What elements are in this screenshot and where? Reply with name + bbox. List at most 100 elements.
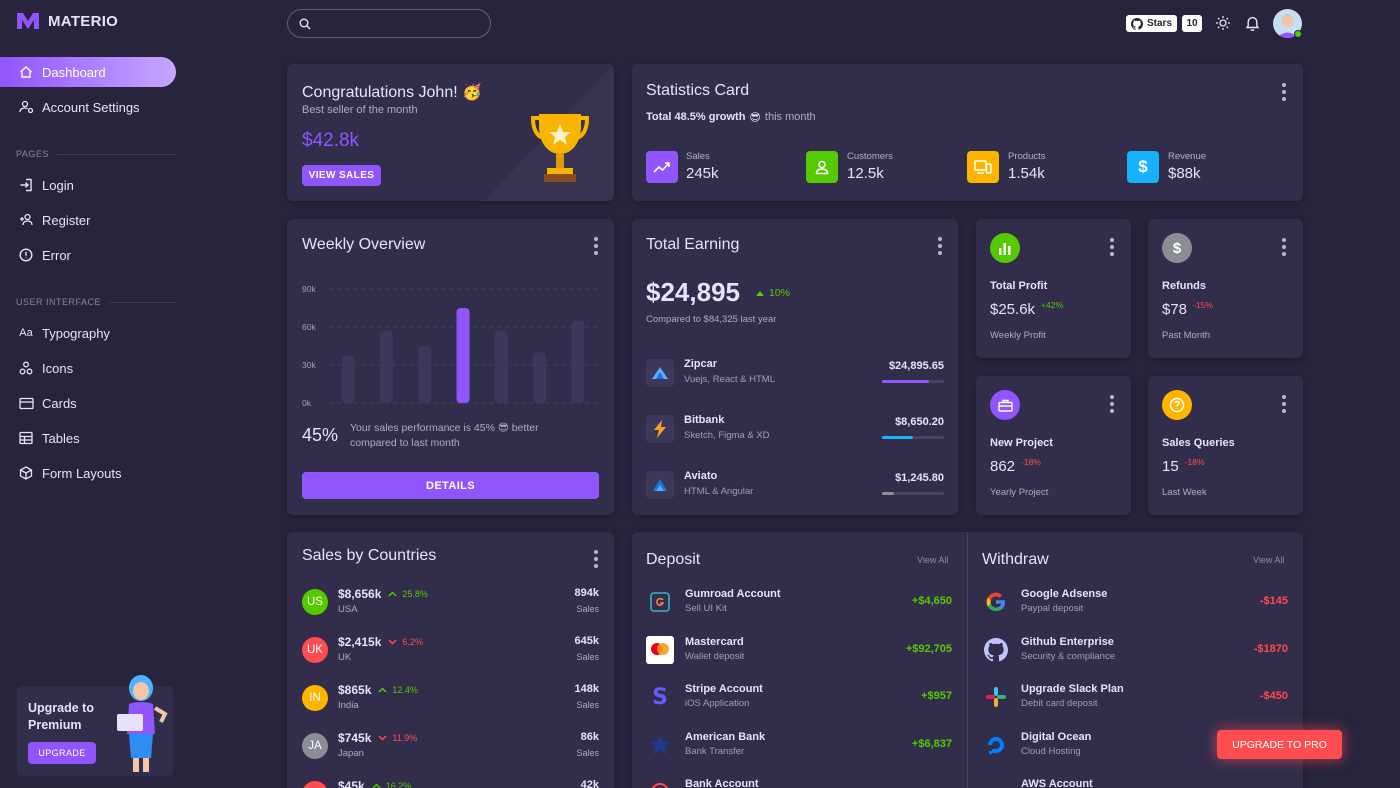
character-illustration xyxy=(117,675,168,772)
earning-menu-button[interactable] xyxy=(938,237,942,255)
country-name: UK xyxy=(338,652,352,663)
search-bar[interactable] xyxy=(287,9,491,38)
sidebar-item-tables[interactable]: Tables xyxy=(0,423,176,453)
chart-bar[interactable] xyxy=(341,356,355,403)
chart-bar[interactable] xyxy=(379,330,393,403)
withdraw-name: Google Adsense xyxy=(1021,588,1108,600)
mini-card-menu-button[interactable] xyxy=(1282,395,1286,413)
y-tick-label: 0k xyxy=(302,398,312,408)
deposit-title: Deposit xyxy=(646,551,701,568)
mini-card-title: New Project xyxy=(990,437,1053,449)
sidebar-item-form-layouts[interactable]: Form Layouts xyxy=(0,458,176,488)
country-avatar: US xyxy=(302,589,328,615)
deposit-name: American Bank xyxy=(685,730,766,743)
weekly-menu-button[interactable] xyxy=(594,237,598,255)
notification-bell-icon[interactable] xyxy=(1245,15,1260,32)
sidebar-item-cards[interactable]: Cards xyxy=(0,388,176,418)
congrats-subtitle: Best seller of the month xyxy=(302,104,418,116)
earning-sub: HTML & Angular xyxy=(684,486,754,497)
deposit-sub: Bank Transfer xyxy=(685,745,745,757)
chevron-up-icon xyxy=(388,591,397,597)
withdraw-amount: -$145 xyxy=(1259,595,1288,607)
chart-bar[interactable] xyxy=(494,330,508,403)
github-icon xyxy=(1131,17,1143,30)
mini-card-change: +42% xyxy=(1041,300,1064,310)
withdraw-row[interactable]: Upgrade Slack Plan Debit card deposit -$45… xyxy=(982,683,1288,715)
sidebar-item-login[interactable]: Login xyxy=(0,170,176,200)
chart-bar[interactable] xyxy=(456,308,470,403)
sidebar-item-dashboard[interactable]: Dashboard xyxy=(0,57,176,87)
mini-card-subtitle: Yearly Project xyxy=(990,487,1049,498)
chart-bar[interactable] xyxy=(571,320,585,403)
country-row[interactable]: $45k 16.2% 42k xyxy=(302,779,599,788)
chart-bar[interactable] xyxy=(533,352,547,403)
sidebar-item-account-settings[interactable]: Account Settings xyxy=(0,92,176,122)
sidebar-item-typography[interactable]: Aa Typography xyxy=(19,325,110,341)
chart-bar[interactable] xyxy=(418,346,432,403)
trophy-icon xyxy=(531,114,589,182)
earning-row[interactable]: Bitbank Sketch, Figma & XD $8,650.20 xyxy=(646,413,944,445)
statistics-menu-button[interactable] xyxy=(1282,83,1286,101)
deposit-row[interactable]: S Stripe Account iOS Application +$957 xyxy=(646,683,952,715)
search-input[interactable] xyxy=(317,16,477,31)
country-row[interactable]: IN $865k 12.4% India 148k Sales xyxy=(302,683,599,717)
mini-card-title: Total Profit xyxy=(990,280,1048,292)
country-amount-row: $745k 11.9% xyxy=(338,731,417,745)
earning-row[interactable]: Zipcar Vuejs, React & HTML $24,895.65 xyxy=(646,357,944,389)
mini-card-change: -15% xyxy=(1193,300,1213,310)
brand-name: MATERIO xyxy=(48,12,119,30)
deposit-row[interactable]: American Bank Bank Transfer +$6,837 xyxy=(646,731,952,763)
withdraw-row[interactable]: Google Adsense Paypal deposit -$145 xyxy=(982,588,1288,620)
stat-products: Products 1.54k xyxy=(967,151,1117,185)
withdraw-view-all[interactable]: View All xyxy=(1253,555,1285,565)
weekly-text: Your sales performance is 45% 😎 better c… xyxy=(350,422,539,449)
stat-mini-card: Total Profit $25.6k +42% Weekly Profit xyxy=(976,219,1131,358)
country-amount-row: $2,415k 6.2% xyxy=(338,635,423,649)
deposit-amount: +$6,837 xyxy=(911,737,952,750)
country-row[interactable]: UK $2,415k 6.2% UK 645k Sales xyxy=(302,635,599,669)
deposit-row[interactable]: Mastercard Wallet deposit +$92,705 xyxy=(646,635,952,668)
view-sales-button[interactable]: VIEW SALES xyxy=(302,165,381,186)
statistics-card: Statistics Card Total 48.5% growth 😎 thi… xyxy=(632,64,1303,201)
total-earning-card: Total Earning $24,895 10% Compared to $8… xyxy=(632,219,958,515)
card-divider xyxy=(967,532,968,788)
earning-sub: Vuejs, React & HTML xyxy=(684,374,775,385)
mini-card-menu-button[interactable] xyxy=(1282,238,1286,256)
upgrade-button[interactable]: UPGRADE xyxy=(28,742,96,764)
sidebar-item-icons[interactable]: Icons xyxy=(0,353,176,383)
brand-logo[interactable]: MATERIO xyxy=(16,12,118,30)
deposit-amount: +$957 xyxy=(921,690,952,702)
details-button[interactable]: DETAILS xyxy=(302,472,599,499)
country-change: 6.2% xyxy=(402,637,423,647)
mini-card-menu-button[interactable] xyxy=(1110,395,1114,413)
withdraw-row[interactable]: Digital Ocean Cloud Hosting xyxy=(982,731,1288,763)
deposit-name: Gumroad Account xyxy=(685,588,781,600)
deposit-view-all[interactable]: View All xyxy=(917,555,949,565)
upgrade-to-pro-button[interactable]: UPGRADE TO PRO xyxy=(1217,730,1342,759)
aviato-logo-icon xyxy=(646,471,674,499)
deposit-row[interactable]: Bank Account xyxy=(646,778,952,788)
deposit-row[interactable]: Gumroad Account Sell UI Kit +$4,650 xyxy=(646,588,952,620)
mini-card-value-row: 862 -18% xyxy=(990,457,1041,475)
countries-menu-button[interactable] xyxy=(594,550,598,568)
mini-card-menu-button[interactable] xyxy=(1110,238,1114,256)
y-tick-label: 30k xyxy=(302,360,316,370)
mini-card-value-row: 15 -18% xyxy=(1162,457,1205,475)
country-sales-label: Sales xyxy=(576,748,599,758)
country-row[interactable]: US $8,656k 25.8% USA 894k Sales xyxy=(302,587,599,621)
github-logo-icon xyxy=(982,636,1010,664)
theme-toggle-sun-icon[interactable] xyxy=(1215,15,1231,31)
earning-name: Zipcar xyxy=(684,358,718,370)
country-amount-row: $45k 16.2% xyxy=(338,779,411,788)
earning-row[interactable]: Aviato HTML & Angular $1,245.80 xyxy=(646,469,944,501)
sidebar-item-register[interactable]: Register xyxy=(0,205,176,235)
sidebar-item-error[interactable]: Error xyxy=(0,240,176,270)
withdraw-row[interactable]: Github Enterprise Security & compliance -$… xyxy=(982,636,1288,668)
github-stars-button[interactable]: Stars 10 xyxy=(1126,15,1203,32)
mini-card-subtitle: Last Week xyxy=(1162,487,1207,498)
country-sales: 148k xyxy=(574,683,599,695)
withdraw-row[interactable]: AWS Account xyxy=(982,778,1288,788)
chevron-down-icon xyxy=(378,735,387,741)
country-row[interactable]: JA $745k 11.9% Japan 86k Sales xyxy=(302,731,599,765)
country-sales-label: Sales xyxy=(576,652,599,662)
